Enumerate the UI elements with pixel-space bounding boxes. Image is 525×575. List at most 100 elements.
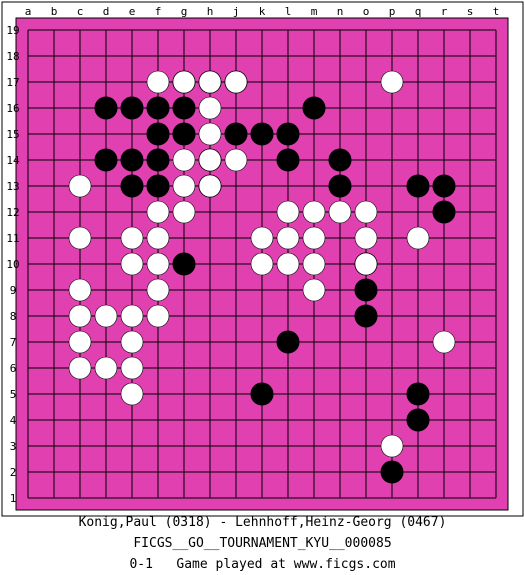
white-stone — [224, 148, 248, 172]
white-stone — [276, 200, 300, 224]
row-label: 19 — [6, 24, 19, 37]
column-label: n — [337, 5, 344, 18]
column-label: g — [181, 5, 188, 18]
black-stone — [380, 460, 404, 484]
go-board[interactable]: a b c d e f g h j k l m n o p q r s t 19 18 17 16 15 14 13 12 11 10 9… — [0, 0, 525, 520]
white-stone — [146, 70, 170, 94]
black-stone — [328, 148, 352, 172]
black-stone — [146, 148, 170, 172]
row-label: 8 — [10, 310, 17, 323]
black-stone — [120, 148, 144, 172]
black-stone — [302, 96, 326, 120]
black-stone — [354, 278, 378, 302]
white-stone — [380, 70, 404, 94]
white-stone — [172, 70, 196, 94]
black-stone — [432, 200, 456, 224]
black-stone — [146, 122, 170, 146]
white-stone — [432, 330, 456, 354]
row-label: 1 — [10, 492, 17, 505]
white-stone — [302, 278, 326, 302]
row-label: 6 — [10, 362, 17, 375]
row-label: 12 — [6, 206, 19, 219]
black-stone — [406, 382, 430, 406]
black-stone — [250, 122, 274, 146]
white-stone — [250, 226, 274, 250]
black-stone — [276, 122, 300, 146]
white-stone — [198, 148, 222, 172]
white-stone — [172, 148, 196, 172]
column-label: e — [129, 5, 136, 18]
row-label: 17 — [6, 76, 19, 89]
row-label: 2 — [10, 466, 17, 479]
row-label: 4 — [10, 414, 17, 427]
white-stone — [354, 252, 378, 276]
white-stone — [354, 200, 378, 224]
white-stone — [120, 356, 144, 380]
white-stone — [68, 174, 92, 198]
white-stone — [380, 434, 404, 458]
black-stone — [406, 174, 430, 198]
column-label: s — [467, 5, 474, 18]
column-label: k — [259, 5, 266, 18]
column-label: p — [389, 5, 396, 18]
black-stone — [406, 408, 430, 432]
white-stone — [120, 304, 144, 328]
black-stone — [120, 174, 144, 198]
white-stone — [146, 252, 170, 276]
black-stone — [172, 122, 196, 146]
white-stone — [198, 174, 222, 198]
column-label: r — [441, 5, 448, 18]
black-stone — [328, 174, 352, 198]
white-stone — [354, 226, 378, 250]
white-stone — [68, 304, 92, 328]
black-stone — [172, 252, 196, 276]
white-stone — [302, 200, 326, 224]
column-label: h — [207, 5, 214, 18]
column-label: b — [51, 5, 58, 18]
black-stone — [94, 96, 118, 120]
white-stone — [146, 226, 170, 250]
white-stone — [120, 382, 144, 406]
row-label: 7 — [10, 336, 17, 349]
black-stone — [224, 122, 248, 146]
column-label: a — [25, 5, 32, 18]
black-stone — [120, 96, 144, 120]
white-stone — [224, 70, 248, 94]
white-stone — [250, 252, 274, 276]
column-label: o — [363, 5, 370, 18]
board-canvas[interactable]: a b c d e f g h j k l m n o p q r s t191817161514131211109… — [0, 0, 525, 520]
row-label: 11 — [6, 232, 19, 245]
white-stone — [120, 330, 144, 354]
black-stone — [250, 382, 274, 406]
white-stone — [120, 252, 144, 276]
white-stone — [302, 226, 326, 250]
white-stone — [198, 122, 222, 146]
black-stone — [432, 174, 456, 198]
white-stone — [172, 174, 196, 198]
white-stone — [146, 200, 170, 224]
white-stone — [302, 252, 326, 276]
row-label: 3 — [10, 440, 17, 453]
result-caption: 0-1 Game played at www.ficgs.com — [129, 557, 396, 572]
column-label: l — [285, 5, 292, 18]
white-stone — [120, 226, 144, 250]
white-stone — [68, 330, 92, 354]
row-label: 9 — [10, 284, 17, 297]
white-stone — [68, 226, 92, 250]
white-stone — [172, 200, 196, 224]
row-label: 18 — [6, 50, 19, 63]
white-stone — [328, 200, 352, 224]
column-label: d — [103, 5, 110, 18]
column-label: m — [311, 5, 318, 18]
column-label: c — [77, 5, 84, 18]
column-label: t — [493, 5, 500, 18]
row-label: 5 — [10, 388, 17, 401]
column-label: j — [233, 5, 240, 18]
white-stone — [198, 96, 222, 120]
white-stone — [94, 356, 118, 380]
white-stone — [94, 304, 118, 328]
row-label: 14 — [6, 154, 20, 167]
column-label: f — [155, 5, 162, 18]
event-caption: FICGS__GO__TOURNAMENT_KYU__000085 — [133, 536, 392, 551]
row-label: 13 — [6, 180, 19, 193]
